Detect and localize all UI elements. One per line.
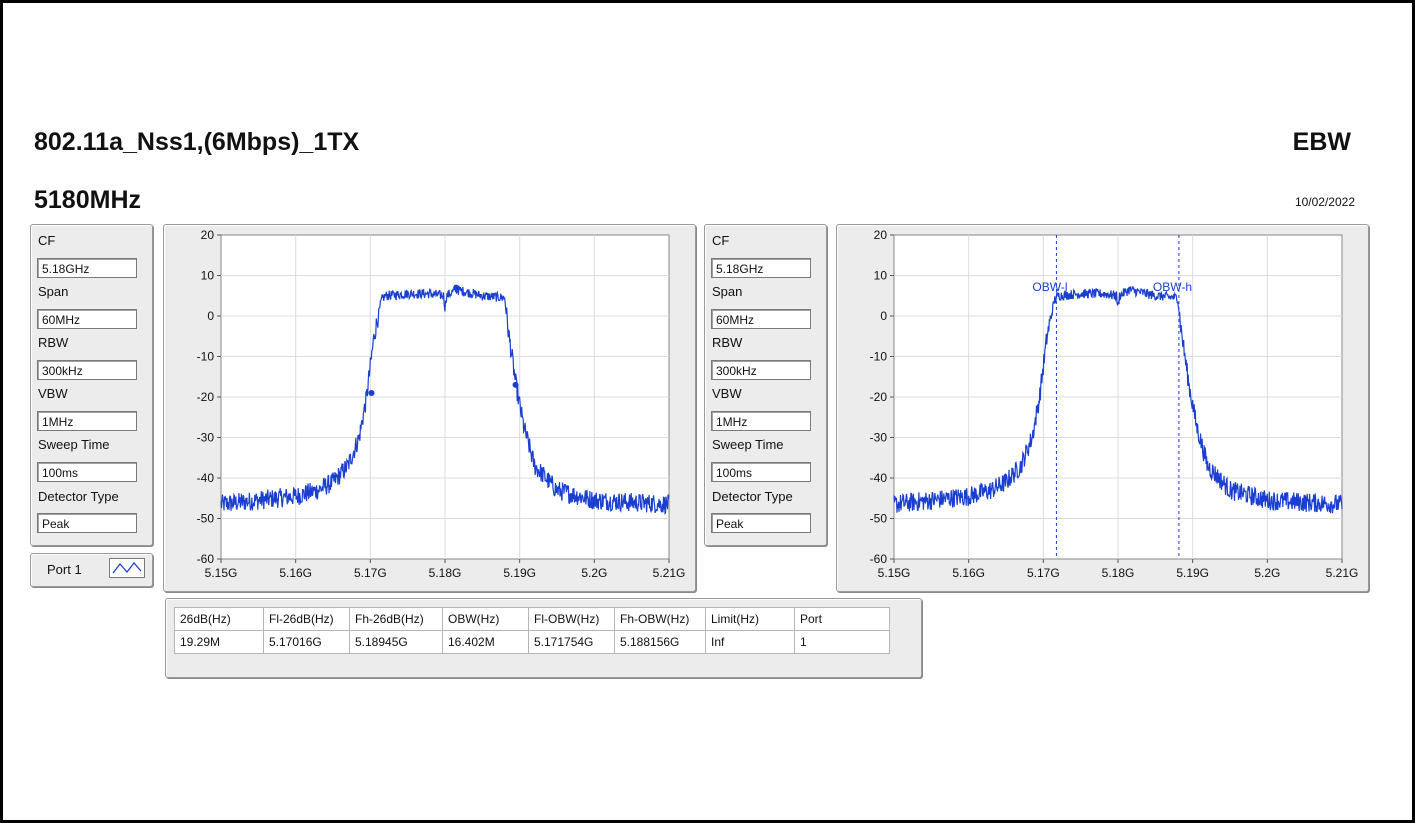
y-tick-label: 10 <box>201 269 215 283</box>
table-header-cell: Fh-26dB(Hz) <box>349 607 443 631</box>
setting-label-sweep-time: Sweep Time <box>38 437 110 452</box>
table-cell: 1 <box>794 630 890 654</box>
results-table: 26dB(Hz) Fl-26dB(Hz) Fh-26dB(Hz) OBW(Hz)… <box>174 607 890 654</box>
obw-marker-label: OBW-h <box>1153 280 1192 294</box>
x-tick-label: 5.15G <box>205 566 238 580</box>
setting-label-rbw: RBW <box>38 335 69 350</box>
setting-label-detector-type: Detector Type <box>712 489 793 504</box>
setting-label-rbw: RBW <box>712 335 743 350</box>
table-cell: 5.188156G <box>614 630 706 654</box>
setting-value-span[interactable]: 60MHz <box>37 309 137 329</box>
table-header-cell: OBW(Hz) <box>442 607 529 631</box>
x-tick-label: 5.21G <box>1326 566 1359 580</box>
x-tick-label: 5.16G <box>952 566 985 580</box>
y-tick-label: -60 <box>197 552 215 566</box>
y-tick-label: -20 <box>870 390 888 404</box>
table-header-cell: Fl-OBW(Hz) <box>528 607 615 631</box>
port-selector[interactable]: Port 1 <box>30 553 153 587</box>
settings-panel-1: CF 5.18GHz Span 60MHz RBW 300kHz VBW 1MH… <box>30 224 153 546</box>
table-cell: 5.17016G <box>263 630 350 654</box>
setting-label-vbw: VBW <box>712 386 742 401</box>
table-cell: 5.18945G <box>349 630 443 654</box>
table-row: 19.29M 5.17016G 5.18945G 16.402M 5.17175… <box>174 630 890 654</box>
x-tick-label: 5.19G <box>503 566 536 580</box>
x-tick-label: 5.2G <box>1254 566 1280 580</box>
y-tick-label: -30 <box>197 431 215 445</box>
table-header-cell: Port <box>794 607 890 631</box>
report-date: 10/02/2022 <box>1294 195 1355 209</box>
table-header-row: 26dB(Hz) Fl-26dB(Hz) Fh-26dB(Hz) OBW(Hz)… <box>174 607 890 631</box>
setting-label-cf: CF <box>712 233 730 248</box>
setting-label-span: Span <box>712 284 743 299</box>
setting-label-detector-type: Detector Type <box>38 489 119 504</box>
y-tick-label: 0 <box>207 309 214 323</box>
y-tick-label: 0 <box>880 309 887 323</box>
table-header-cell: Limit(Hz) <box>705 607 795 631</box>
peak-marker <box>512 381 519 388</box>
results-table-panel: 26dB(Hz) Fl-26dB(Hz) Fh-26dB(Hz) OBW(Hz)… <box>165 598 922 678</box>
y-tick-label: -20 <box>197 390 215 404</box>
x-tick-label: 5.18G <box>429 566 462 580</box>
y-tick-label: -10 <box>197 350 215 364</box>
spectrum-chart-2: 5.15G 5.16G 5.17G 5.18G 5.19G 5.2G 5.21G 20 10 0 -… <box>870 228 1359 580</box>
setting-value-sweep-time[interactable]: 100ms <box>711 462 811 482</box>
setting-label-cf: CF <box>38 233 56 248</box>
table-cell: 19.29M <box>174 630 264 654</box>
table-cell: 16.402M <box>442 630 529 654</box>
x-tick-label: 5.17G <box>354 566 387 580</box>
waveform-icon[interactable] <box>109 558 145 578</box>
x-tick-label: 5.15G <box>878 566 911 580</box>
y-tick-label: -50 <box>197 512 215 526</box>
peak-marker <box>368 389 375 396</box>
y-tick-label: -40 <box>870 471 888 485</box>
table-header-cell: Fl-26dB(Hz) <box>263 607 350 631</box>
spectrum-trace <box>220 284 670 515</box>
x-tick-label: 5.16G <box>279 566 312 580</box>
setting-value-span[interactable]: 60MHz <box>711 309 811 329</box>
obw-marker-label: OBW-l <box>1032 280 1067 294</box>
x-tick-label: 5.2G <box>581 566 607 580</box>
y-tick-label: 10 <box>874 269 888 283</box>
measurement-mode: EBW <box>1292 128 1351 156</box>
setting-label-vbw: VBW <box>38 386 68 401</box>
y-tick-label: -30 <box>870 431 888 445</box>
x-tick-label: 5.18G <box>1102 566 1135 580</box>
setting-value-vbw[interactable]: 1MHz <box>37 411 137 431</box>
y-tick-label: 20 <box>201 228 215 242</box>
report-title: 802.11a_Nss1,(6Mbps)_1TX <box>34 128 360 156</box>
x-tick-label: 5.21G <box>653 566 686 580</box>
x-tick-label: 5.19G <box>1176 566 1209 580</box>
setting-value-rbw[interactable]: 300kHz <box>37 360 137 380</box>
setting-value-detector-type[interactable]: Peak <box>37 513 137 533</box>
setting-value-sweep-time[interactable]: 100ms <box>37 462 137 482</box>
y-tick-label: -40 <box>197 471 215 485</box>
setting-label-sweep-time: Sweep Time <box>712 437 784 452</box>
setting-value-cf[interactable]: 5.18GHz <box>37 258 137 278</box>
y-tick-label: -50 <box>870 512 888 526</box>
spectrum-chart-1-panel: 5.15G 5.16G 5.17G 5.18G 5.19G 5.2G 5.21G 20 10 0 -… <box>163 224 696 592</box>
port-label: Port 1 <box>47 562 82 577</box>
x-tick-label: 5.17G <box>1027 566 1060 580</box>
setting-value-rbw[interactable]: 300kHz <box>711 360 811 380</box>
spectrum-trace <box>893 285 1343 514</box>
y-tick-label: -60 <box>870 552 888 566</box>
channel-frequency: 5180MHz <box>34 186 141 214</box>
setting-label-span: Span <box>38 284 69 299</box>
table-cell: 5.171754G <box>528 630 615 654</box>
setting-value-cf[interactable]: 5.18GHz <box>711 258 811 278</box>
y-tick-label: 20 <box>874 228 888 242</box>
table-cell: Inf <box>705 630 795 654</box>
table-header-cell: Fh-OBW(Hz) <box>614 607 706 631</box>
settings-panel-2: CF 5.18GHz Span 60MHz RBW 300kHz VBW 1MH… <box>704 224 827 546</box>
spectrum-chart-1: 5.15G 5.16G 5.17G 5.18G 5.19G 5.2G 5.21G 20 10 0 -… <box>197 228 686 580</box>
setting-value-detector-type[interactable]: Peak <box>711 513 811 533</box>
setting-value-vbw[interactable]: 1MHz <box>711 411 811 431</box>
table-header-cell: 26dB(Hz) <box>174 607 264 631</box>
spectrum-chart-2-panel: 5.15G 5.16G 5.17G 5.18G 5.19G 5.2G 5.21G 20 10 0 -… <box>836 224 1369 592</box>
peak-marker <box>453 284 460 291</box>
y-tick-label: -10 <box>870 350 888 364</box>
